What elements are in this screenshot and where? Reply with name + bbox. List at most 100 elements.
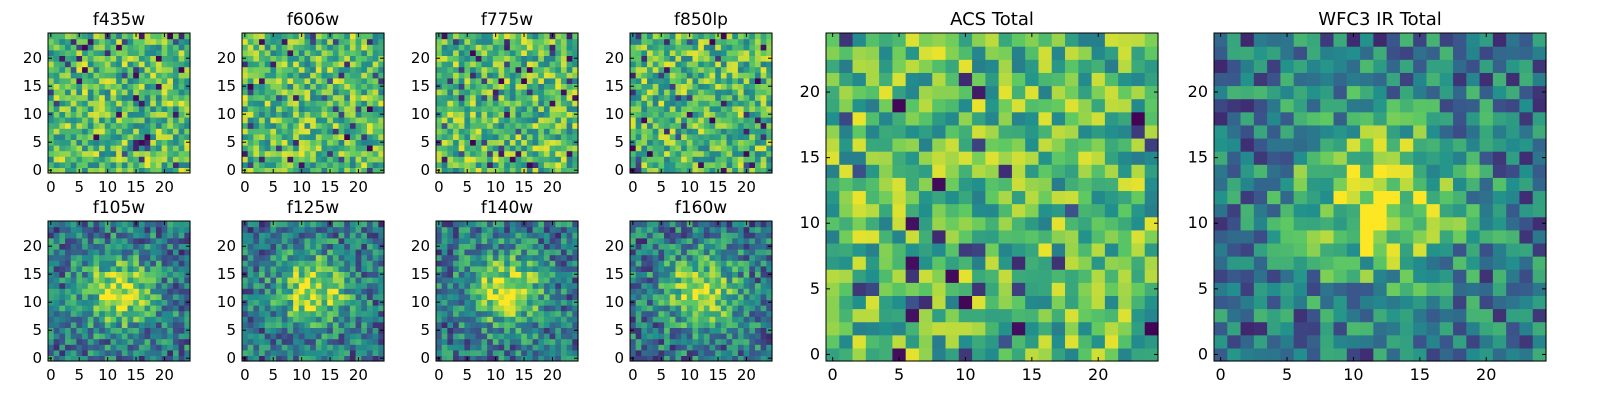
heatmap-cell [53, 237, 60, 244]
heatmap-cell [766, 316, 773, 323]
heatmap-cell [635, 156, 642, 163]
heatmap-cell [487, 128, 494, 135]
heatmap-cell [743, 49, 750, 56]
heatmap-cell [458, 55, 465, 62]
heatmap-cell [99, 271, 106, 278]
heatmap-cell [526, 139, 534, 146]
heatmap-cell [150, 333, 157, 340]
heatmap-cell [669, 355, 677, 362]
heatmap-cell [526, 299, 534, 306]
heatmap-cell [144, 44, 151, 51]
heatmap-cell [698, 33, 705, 40]
heatmap-cell [65, 94, 72, 101]
heatmap-cell [99, 265, 106, 272]
heatmap-cell [304, 33, 311, 40]
heatmap-cell [543, 260, 551, 267]
heatmap-cell [498, 55, 505, 62]
heatmap-cell [532, 44, 539, 51]
heatmap-cell [167, 349, 174, 356]
heatmap-cell [475, 327, 483, 334]
heatmap-cell [720, 139, 728, 146]
heatmap-cell [127, 237, 134, 244]
heatmap-cell [99, 355, 106, 362]
y-tick-label: 15 [217, 265, 236, 283]
heatmap-cell [104, 254, 112, 261]
y-tick-label: 10 [23, 293, 42, 311]
heatmap-cell [526, 156, 534, 163]
heatmap-cell [53, 156, 60, 163]
heatmap-cell [349, 333, 357, 340]
heatmap-cell [87, 321, 95, 328]
heatmap-cell [59, 271, 66, 278]
heatmap-cell [178, 299, 185, 306]
heatmap-cell [509, 293, 517, 300]
heatmap-cell [287, 344, 294, 351]
heatmap-cell [720, 133, 728, 140]
heatmap-cell [127, 265, 134, 272]
heatmap-cell [492, 321, 500, 328]
heatmap-cell [504, 237, 511, 244]
heatmap-cell [549, 316, 556, 323]
heatmap-cell [658, 49, 665, 56]
heatmap-cell [453, 321, 460, 328]
heatmap-cell [492, 282, 500, 289]
heatmap-cell [321, 237, 328, 244]
x-tick-label: 15 [708, 178, 727, 196]
heatmap-cell [470, 122, 477, 129]
heatmap-cell [270, 117, 277, 124]
heatmap-cell [116, 94, 123, 101]
heatmap-cell [355, 277, 362, 284]
heatmap-cell [487, 89, 494, 96]
heatmap-cell [338, 249, 345, 256]
heatmap-cell [498, 282, 505, 289]
heatmap-cell [549, 282, 556, 289]
heatmap-cell [566, 38, 573, 45]
heatmap-cell [658, 111, 665, 118]
heatmap-cell [87, 338, 95, 345]
heatmap-cell [664, 72, 671, 79]
heatmap-cell [99, 310, 106, 317]
heatmap-cell [247, 122, 254, 129]
heatmap-cell [515, 105, 522, 112]
heatmap-cell [732, 167, 739, 174]
heatmap-cell [709, 355, 716, 362]
heatmap-cell [167, 139, 174, 146]
heatmap-cell [315, 237, 323, 244]
heatmap-cell [315, 55, 323, 62]
heatmap-cell [715, 333, 722, 340]
heatmap-cell [361, 232, 368, 239]
heatmap-cell [338, 122, 345, 129]
heatmap-cell [492, 254, 500, 261]
heatmap-cell [298, 232, 306, 239]
heatmap-cell [481, 55, 488, 62]
heatmap-cell [515, 226, 522, 233]
heatmap-cell [99, 83, 106, 90]
heatmap-cell [521, 349, 528, 356]
heatmap-cell [310, 145, 317, 152]
heatmap-cell [498, 33, 505, 40]
heatmap-cell [53, 128, 60, 135]
heatmap-cell [161, 128, 168, 135]
heatmap-cell [99, 128, 106, 135]
heatmap-cell [458, 338, 465, 345]
heatmap-cell [366, 355, 374, 362]
heatmap-cell [372, 122, 379, 129]
heatmap-cell [453, 100, 460, 107]
x-tick-label: 0 [46, 178, 56, 196]
heatmap-cell [749, 310, 756, 317]
heatmap-cell [298, 44, 306, 51]
heatmap-cell [116, 355, 123, 362]
heatmap-cell [310, 150, 317, 157]
heatmap-cell [760, 145, 767, 152]
heatmap-cell [470, 145, 477, 152]
heatmap-cell [59, 77, 66, 84]
heatmap-cell [572, 150, 579, 157]
heatmap-cell [464, 49, 471, 56]
heatmap-cell [538, 66, 545, 73]
heatmap-cell [630, 105, 637, 112]
heatmap-cell [749, 122, 756, 129]
heatmap-cell [481, 133, 488, 140]
heatmap-cell [178, 293, 185, 300]
heatmap-cell [65, 226, 72, 233]
